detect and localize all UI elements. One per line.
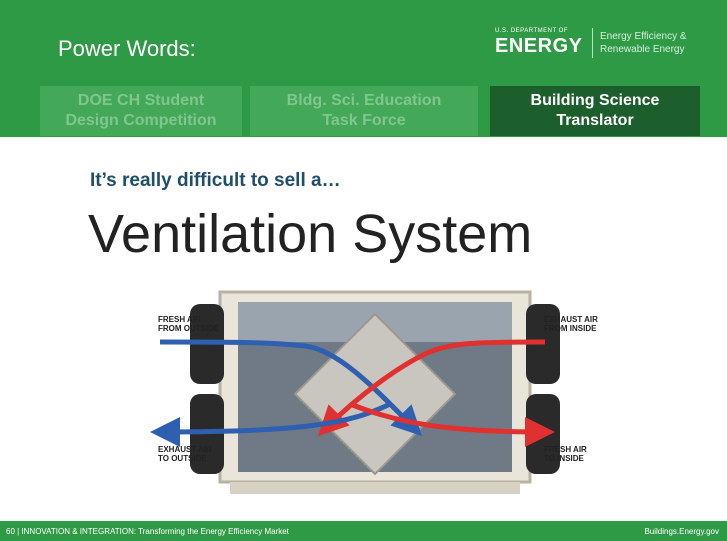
logo-department: U.S. DEPARTMENT OF — [495, 28, 568, 34]
heading: Ventilation System — [88, 203, 532, 265]
footer: 60 | INNOVATION & INTEGRATION: Transform… — [0, 521, 727, 541]
footer-right: Buildings.Energy.gov — [644, 527, 719, 536]
tab-label: Bldg. Sci. Education — [287, 91, 442, 111]
tab-label: Design Competition — [65, 111, 216, 131]
diagram-label: EXHAUST AIR — [158, 445, 212, 454]
doe-logo: U.S. DEPARTMENT OF ENERGY Energy Efficie… — [495, 28, 715, 68]
logo-agency: ENERGY — [495, 35, 582, 58]
logo-office-line: Energy Efficiency & — [600, 30, 687, 43]
tab-label: DOE CH Student — [78, 91, 204, 111]
logo-office: Energy Efficiency & Renewable Energy — [600, 30, 687, 56]
footer-left: 60 | INNOVATION & INTEGRATION: Transform… — [6, 527, 289, 536]
logo-office-line: Renewable Energy — [600, 43, 687, 56]
diagram-label: FRESH AIR — [158, 315, 201, 324]
diagram-label: EXHAUST AIR — [544, 315, 598, 324]
ventilator-diagram: FRESH AIR FROM OUTSIDE EXHAUST AIR FROM … — [150, 284, 602, 502]
diagram-label: TO INSIDE — [544, 454, 585, 463]
tab-label: Building Science — [531, 91, 660, 111]
diagram-label: FROM OUTSIDE — [158, 324, 220, 333]
diagram-label: TO OUTSIDE — [158, 454, 207, 463]
slide: Power Words: U.S. DEPARTMENT OF ENERGY E… — [0, 0, 727, 541]
logo-divider — [592, 28, 593, 58]
slide-title: Power Words: — [58, 36, 196, 62]
tab-label: Translator — [556, 111, 633, 131]
tab-label: Task Force — [322, 111, 405, 131]
diagram-label: FROM INSIDE — [544, 324, 597, 333]
subtitle: It’s really difficult to sell a… — [90, 170, 341, 192]
diagram-label: FRESH AIR — [544, 445, 587, 454]
